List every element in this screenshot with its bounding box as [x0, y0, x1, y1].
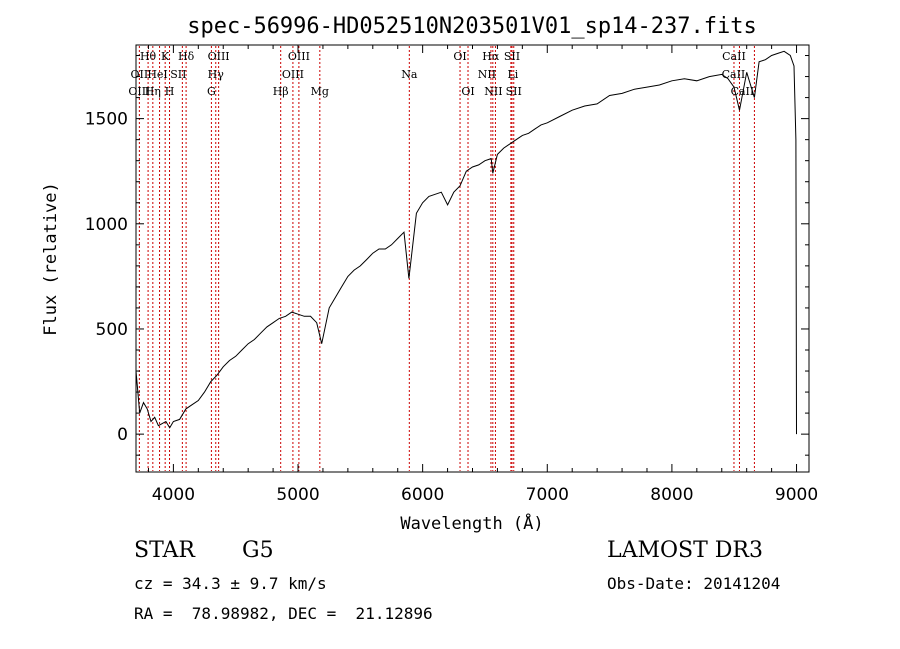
x-tick-label-0: 4000 — [152, 485, 195, 505]
y-tick-label-3: 1500 — [85, 110, 128, 130]
x-tick-label-3: 7000 — [526, 485, 569, 505]
line-label-25: NII — [484, 85, 502, 98]
y-tick-label-0: 0 — [117, 425, 128, 445]
spectrum-series — [135, 50, 797, 435]
line-label-10: HeI — [147, 68, 167, 81]
y-axis-label: Flux (relative) — [41, 182, 61, 336]
x-axis-label: Wavelength (Å) — [400, 512, 543, 534]
line-label-22: Hβ — [273, 85, 289, 98]
x-tick-label-2: 6000 — [401, 485, 444, 505]
line-label-19: Hη — [145, 85, 161, 98]
ra-dec-coords: RA = 78.98982, DEC = 21.12896 — [134, 604, 433, 623]
x-tick-label-5: 9000 — [775, 485, 818, 505]
x-tick-label-4: 8000 — [650, 485, 693, 505]
line-label-4: OIII — [288, 50, 310, 63]
line-label-3: OIII — [208, 50, 230, 63]
survey-name: LAMOST DR3 — [607, 538, 763, 563]
y-axis-ticks: 0 500 1000 1500 — [85, 55, 809, 456]
line-label-1: K — [161, 50, 170, 63]
line-label-13: OIII — [282, 68, 304, 81]
line-label-17: CaII — [722, 68, 746, 81]
redshift-cz: cz = 34.3 ± 9.7 km/s — [134, 574, 327, 593]
line-label-16: Li — [507, 68, 518, 81]
chart-title: spec-56996-HD052510N203501V01_sp14-237.f… — [187, 14, 757, 39]
plot-frame — [135, 44, 810, 473]
line-label-21: G — [207, 85, 216, 98]
line-markers — [138, 46, 755, 471]
line-label-27: CaII — [731, 85, 755, 98]
object-subclass: G5 — [242, 538, 274, 563]
line-label-5: OI — [453, 50, 466, 63]
obs-date: Obs-Date: 20141204 — [607, 574, 781, 593]
line-label-7: SII — [504, 50, 520, 63]
x-axis-ticks: 4000 5000 6000 7000 8000 9000 — [147, 45, 818, 505]
line-label-0: Hθ — [140, 50, 157, 63]
line-label-8: CaII — [722, 50, 746, 63]
y-tick-label-2: 1000 — [85, 215, 128, 235]
line-label-18: OIII — [128, 85, 150, 98]
line-label-9: OII — [131, 68, 149, 81]
line-label-26: SII — [506, 85, 522, 98]
line-label-11: SII — [170, 68, 186, 81]
line-label-6: Hα — [482, 50, 500, 63]
line-label-12: Hγ — [208, 68, 225, 81]
y-tick-label-1: 500 — [96, 320, 128, 340]
line-label-15: NII — [478, 68, 496, 81]
line-label-14: Na — [401, 68, 418, 81]
line-label-2: Hδ — [178, 50, 195, 63]
line-label-20: H — [165, 85, 175, 98]
line-label-24: OI — [461, 85, 474, 98]
object-class: STAR — [134, 538, 195, 563]
line-label-23: Mg — [311, 85, 329, 98]
x-tick-label-1: 5000 — [276, 485, 319, 505]
